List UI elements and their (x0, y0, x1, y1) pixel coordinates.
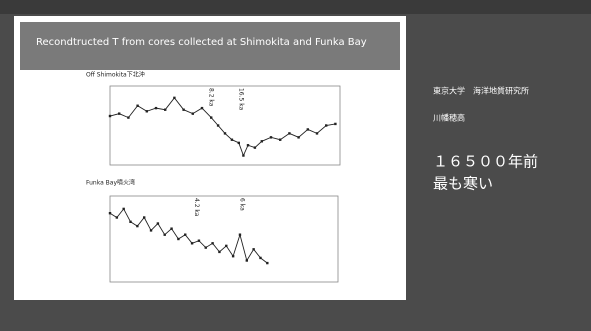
data-point (143, 216, 146, 219)
data-point (266, 261, 269, 265)
data-point (108, 114, 112, 118)
data-line (109, 97, 336, 157)
data-point (136, 224, 139, 228)
data-point (252, 248, 255, 251)
data-point (269, 136, 273, 139)
data-point (149, 229, 153, 232)
data-point (216, 124, 220, 127)
affiliation: 東京大学 海洋地質研究所 (433, 86, 529, 96)
data-point (145, 110, 148, 113)
data-point (231, 255, 235, 258)
data-point (191, 112, 194, 115)
data-point (182, 108, 185, 111)
data-point (218, 250, 221, 254)
data-point (288, 132, 291, 135)
headline: 最も寒い (433, 175, 493, 193)
data-point (306, 128, 309, 131)
data-point (315, 132, 319, 135)
plot-frame (109, 195, 339, 283)
data-point (325, 124, 328, 127)
data-point (173, 96, 176, 100)
data-point (197, 239, 201, 242)
data-point (156, 222, 160, 225)
data-point (164, 108, 167, 111)
data-point (334, 122, 337, 126)
data-point (204, 246, 207, 249)
data-point (108, 212, 112, 215)
data-point (129, 220, 132, 223)
data-point (259, 256, 262, 260)
data-point (260, 140, 263, 143)
data-point (154, 106, 158, 110)
data-point (242, 154, 245, 157)
data-point (210, 116, 213, 119)
data-point (211, 242, 214, 245)
data-point (118, 112, 121, 115)
slide-title: Recondtructed T from cores collected at … (36, 37, 367, 48)
data-point (246, 144, 250, 147)
data-point (170, 227, 173, 230)
top-strip (0, 0, 591, 14)
headline: １６５００年前 (433, 153, 538, 171)
data-point (177, 237, 180, 241)
data-point (200, 106, 204, 110)
data-point (237, 141, 240, 145)
annotation: 6 ka (239, 198, 246, 211)
data-point (279, 138, 282, 141)
data-point (163, 233, 166, 236)
data-point (127, 116, 130, 119)
author: 川幡穂高 (433, 113, 465, 123)
data-point (122, 207, 125, 211)
data-point (230, 138, 234, 141)
data-point (115, 216, 119, 219)
data-point (136, 104, 139, 107)
data-point (225, 244, 228, 248)
title-band (20, 22, 400, 70)
annotation: 16.5 ka (238, 88, 245, 111)
annotation: 4.2 ka (193, 198, 200, 217)
chart-title: Off Shimokita下北沖 (86, 71, 145, 79)
data-point (238, 233, 242, 236)
data-point (297, 136, 300, 139)
data-point (245, 259, 248, 262)
data-point (190, 242, 194, 245)
annotation: 8.2 ka (208, 88, 215, 107)
chart-title: Funka Bay噴火湾 (86, 179, 135, 187)
data-point (223, 132, 227, 135)
plot-frame (109, 85, 341, 166)
data-point (184, 233, 187, 236)
data-point (253, 146, 257, 149)
